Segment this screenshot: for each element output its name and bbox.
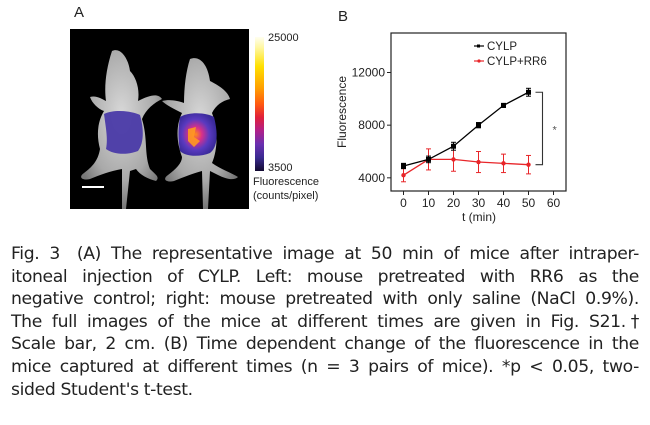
caption-text: The full images of the mice at different… (11, 311, 639, 332)
caption-line: Scale bar, 2 cm. (B) Time dependent chan… (11, 333, 639, 356)
significance-bracket (535, 91, 544, 166)
data-point (476, 159, 481, 165)
y-tick-label: 12000 (352, 66, 386, 80)
x-tick-label: 50 (522, 196, 536, 210)
caption-text: sided Student's t-test. (11, 379, 193, 400)
data-point (401, 173, 406, 178)
colorbar-title-line1: Fluorescence (253, 176, 320, 188)
colorbar (255, 37, 264, 171)
data-point (526, 162, 531, 167)
legend-label: CYLP+RR6 (487, 56, 547, 68)
data-point (526, 89, 531, 95)
y-tick-label: 4000 (358, 171, 385, 185)
colorbar-max-label: 25000 (268, 32, 299, 44)
series-cylp-rr6 (401, 147, 531, 183)
fluorescence-time-chart: 4000 8000 12000 0 10 20 30 40 50 60 Fluorescence… (335, 32, 567, 224)
right-mouse (162, 58, 238, 209)
caption-text: negative control; right: mouse pretreate… (11, 289, 639, 310)
significance-asterisk: * (553, 124, 558, 136)
panel-a-letter: A (74, 4, 85, 21)
series-line (403, 158, 529, 176)
legend-marker (477, 44, 480, 48)
data-point (451, 143, 456, 149)
panel-b-letter: B (338, 8, 349, 25)
caption-line: sided Student's t-test. (11, 379, 639, 402)
caption-text: itoneal injection of CYLP. Left: mouse p… (11, 266, 639, 287)
series-line (403, 91, 529, 167)
caption-text: mice captured at different times (n = 3 … (11, 356, 639, 377)
y-axis-label: Fluorescence (335, 76, 349, 148)
data-point (501, 102, 506, 108)
x-axis-label: t (min) (462, 210, 496, 224)
caption-line: itoneal injection of CYLP. Left: mouse p… (11, 266, 639, 289)
colorbar-title-line2: (counts/pixel) (253, 190, 319, 202)
data-point (426, 156, 431, 162)
x-tick-label: 30 (472, 196, 486, 210)
x-tick-label: 10 (422, 196, 436, 210)
caption-text: (A) The representative image at 50 min o… (60, 244, 640, 264)
data-point (401, 163, 406, 169)
data-point (451, 157, 456, 162)
x-tick-label: 40 (497, 196, 511, 210)
y-tick-label: 8000 (358, 118, 385, 132)
left-mouse (81, 50, 162, 209)
figure-caption: Fig. 3 (A) The representative image at 5… (11, 243, 639, 401)
caption-line: mice captured at different times (n = 3 … (11, 356, 639, 379)
legend-marker (477, 59, 481, 63)
figure-number: Fig. 3 (11, 244, 60, 264)
caption-line: The full images of the mice at different… (11, 311, 639, 334)
legend-label: CYLP (487, 41, 517, 53)
mouse-fluorescence-image (70, 29, 249, 209)
x-tick-label: 60 (547, 196, 561, 210)
caption-text: Scale bar, 2 cm. (B) Time dependent chan… (11, 334, 639, 355)
caption-line: Fig. 3 (A) The representative image at 5… (11, 243, 639, 266)
x-tick-label: 20 (447, 196, 461, 210)
colorbar-min-label: 3500 (268, 162, 293, 174)
x-tick-label: 0 (400, 196, 407, 210)
mouse-image-svg (81, 50, 238, 209)
scale-bar (82, 186, 104, 188)
caption-line: negative control; right: mouse pretreate… (11, 288, 639, 311)
series-cylp (401, 87, 531, 170)
data-point (501, 161, 506, 166)
data-point (476, 122, 481, 128)
